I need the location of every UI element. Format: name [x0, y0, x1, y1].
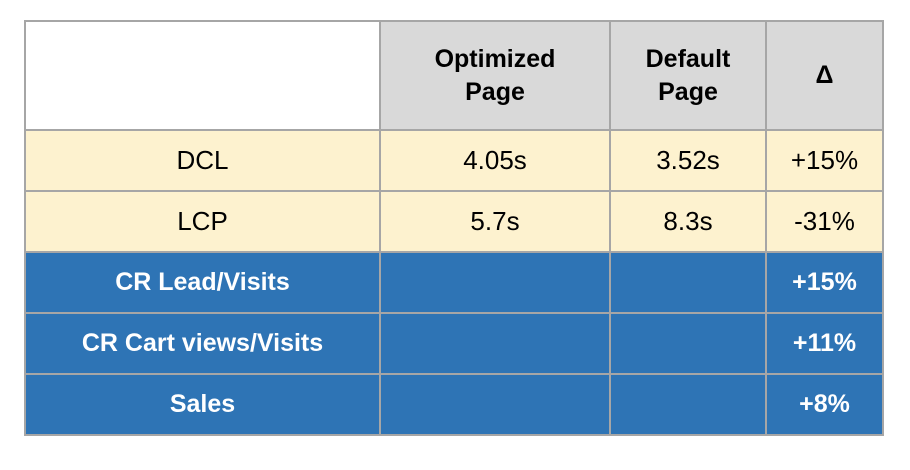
- row-label-cr-lead: CR Lead/Visits: [24, 251, 381, 314]
- dcl-default-value: 3.52s: [609, 129, 767, 192]
- header-delta: Δ: [765, 20, 884, 131]
- table-row-lcp: LCP 5.7s 8.3s -31%: [24, 190, 884, 253]
- lcp-optimized-value: 5.7s: [379, 190, 611, 253]
- row-label-dcl: DCL: [24, 129, 381, 192]
- table-row-sales: Sales +8%: [24, 373, 884, 436]
- lcp-default-value: 8.3s: [609, 190, 767, 253]
- cr-lead-optimized-value: [379, 251, 611, 314]
- sales-optimized-value: [379, 373, 611, 436]
- sales-default-value: [609, 373, 767, 436]
- row-label-sales: Sales: [24, 373, 381, 436]
- cr-cart-optimized-value: [379, 312, 611, 375]
- cr-lead-default-value: [609, 251, 767, 314]
- lcp-delta-value: -31%: [765, 190, 884, 253]
- header-optimized-page: Optimized Page: [379, 20, 611, 131]
- header-blank-cell: [24, 20, 381, 131]
- row-label-cr-cart: CR Cart views/Visits: [24, 312, 381, 375]
- table-row-cr-cart: CR Cart views/Visits +11%: [24, 312, 884, 375]
- header-default-page: Default Page: [609, 20, 767, 131]
- comparison-table: Optimized Page Default Page Δ DCL 4.05s …: [24, 20, 884, 436]
- table-row-cr-lead: CR Lead/Visits +15%: [24, 251, 884, 314]
- dcl-delta-value: +15%: [765, 129, 884, 192]
- cr-cart-default-value: [609, 312, 767, 375]
- dcl-optimized-value: 4.05s: [379, 129, 611, 192]
- sales-delta-value: +8%: [765, 373, 884, 436]
- cr-cart-delta-value: +11%: [765, 312, 884, 375]
- row-label-lcp: LCP: [24, 190, 381, 253]
- cr-lead-delta-value: +15%: [765, 251, 884, 314]
- table-header-row: Optimized Page Default Page Δ: [24, 20, 884, 131]
- table-row-dcl: DCL 4.05s 3.52s +15%: [24, 129, 884, 192]
